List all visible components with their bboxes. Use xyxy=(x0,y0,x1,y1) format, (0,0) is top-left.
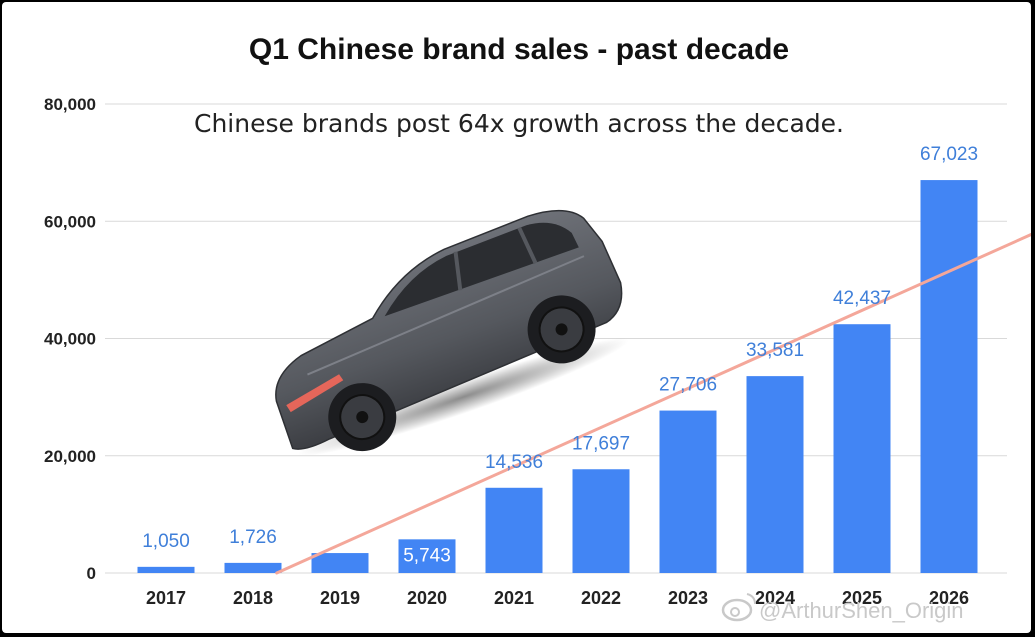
watermark-text: @ArthurShen_Origin xyxy=(759,598,964,623)
bar xyxy=(485,487,543,573)
x-tick-label: 2020 xyxy=(407,588,447,608)
x-tick-label: 2018 xyxy=(233,588,273,608)
y-tick-label: 40,000 xyxy=(44,330,96,349)
bar xyxy=(920,180,978,573)
y-tick-label: 0 xyxy=(87,564,96,583)
x-tick-label: 2023 xyxy=(668,588,708,608)
bar xyxy=(137,566,195,573)
data-label: 33,581 xyxy=(746,340,804,361)
y-tick-label: 60,000 xyxy=(44,212,96,231)
x-tick-label: 2026 xyxy=(929,588,969,608)
data-label: 1,050 xyxy=(142,531,190,552)
y-tick-label: 20,000 xyxy=(44,447,96,466)
x-tick-label: 2022 xyxy=(581,588,621,608)
chart-title: Q1 Chinese brand sales - past decade xyxy=(249,33,789,66)
bar xyxy=(833,324,891,573)
weibo-logo-icon xyxy=(721,593,756,622)
y-axis: 0 20,000 40,000 60,000 80,000 xyxy=(44,95,96,583)
trendline xyxy=(275,232,1031,575)
bar xyxy=(659,410,717,573)
chart-annotation: Chinese brands post 64x growth across th… xyxy=(194,109,844,138)
y-tick-label: 80,000 xyxy=(44,95,96,114)
x-tick-label: 2025 xyxy=(842,588,882,608)
data-label: 14,536 xyxy=(485,452,543,473)
bar xyxy=(398,539,456,573)
suv-car-icon xyxy=(275,209,629,457)
data-label: 67,023 xyxy=(920,144,978,165)
x-tick-label: 2021 xyxy=(494,588,534,608)
data-label: 5,743 xyxy=(403,545,451,566)
x-axis: 2017 2018 2019 2020 2021 2022 2023 2024 2025 2026 xyxy=(146,588,969,608)
bar xyxy=(311,553,369,573)
bar xyxy=(224,562,282,573)
data-labels: 1,050 1,726 5,743 14,536 17,697 27,706 33,581 4… xyxy=(142,144,978,566)
bar xyxy=(746,376,804,573)
data-label: 42,437 xyxy=(833,288,891,309)
data-label: 17,697 xyxy=(572,433,630,454)
bar xyxy=(572,469,630,573)
trendline-line xyxy=(275,232,1031,575)
data-label: 27,706 xyxy=(659,375,717,396)
data-label: 1,726 xyxy=(229,527,277,548)
x-tick-label: 2019 xyxy=(320,588,360,608)
x-tick-label: 2017 xyxy=(146,588,186,608)
bars xyxy=(137,180,978,573)
x-tick-label: 2024 xyxy=(755,588,795,608)
watermark: @ArthurShen_Origin xyxy=(721,593,964,623)
